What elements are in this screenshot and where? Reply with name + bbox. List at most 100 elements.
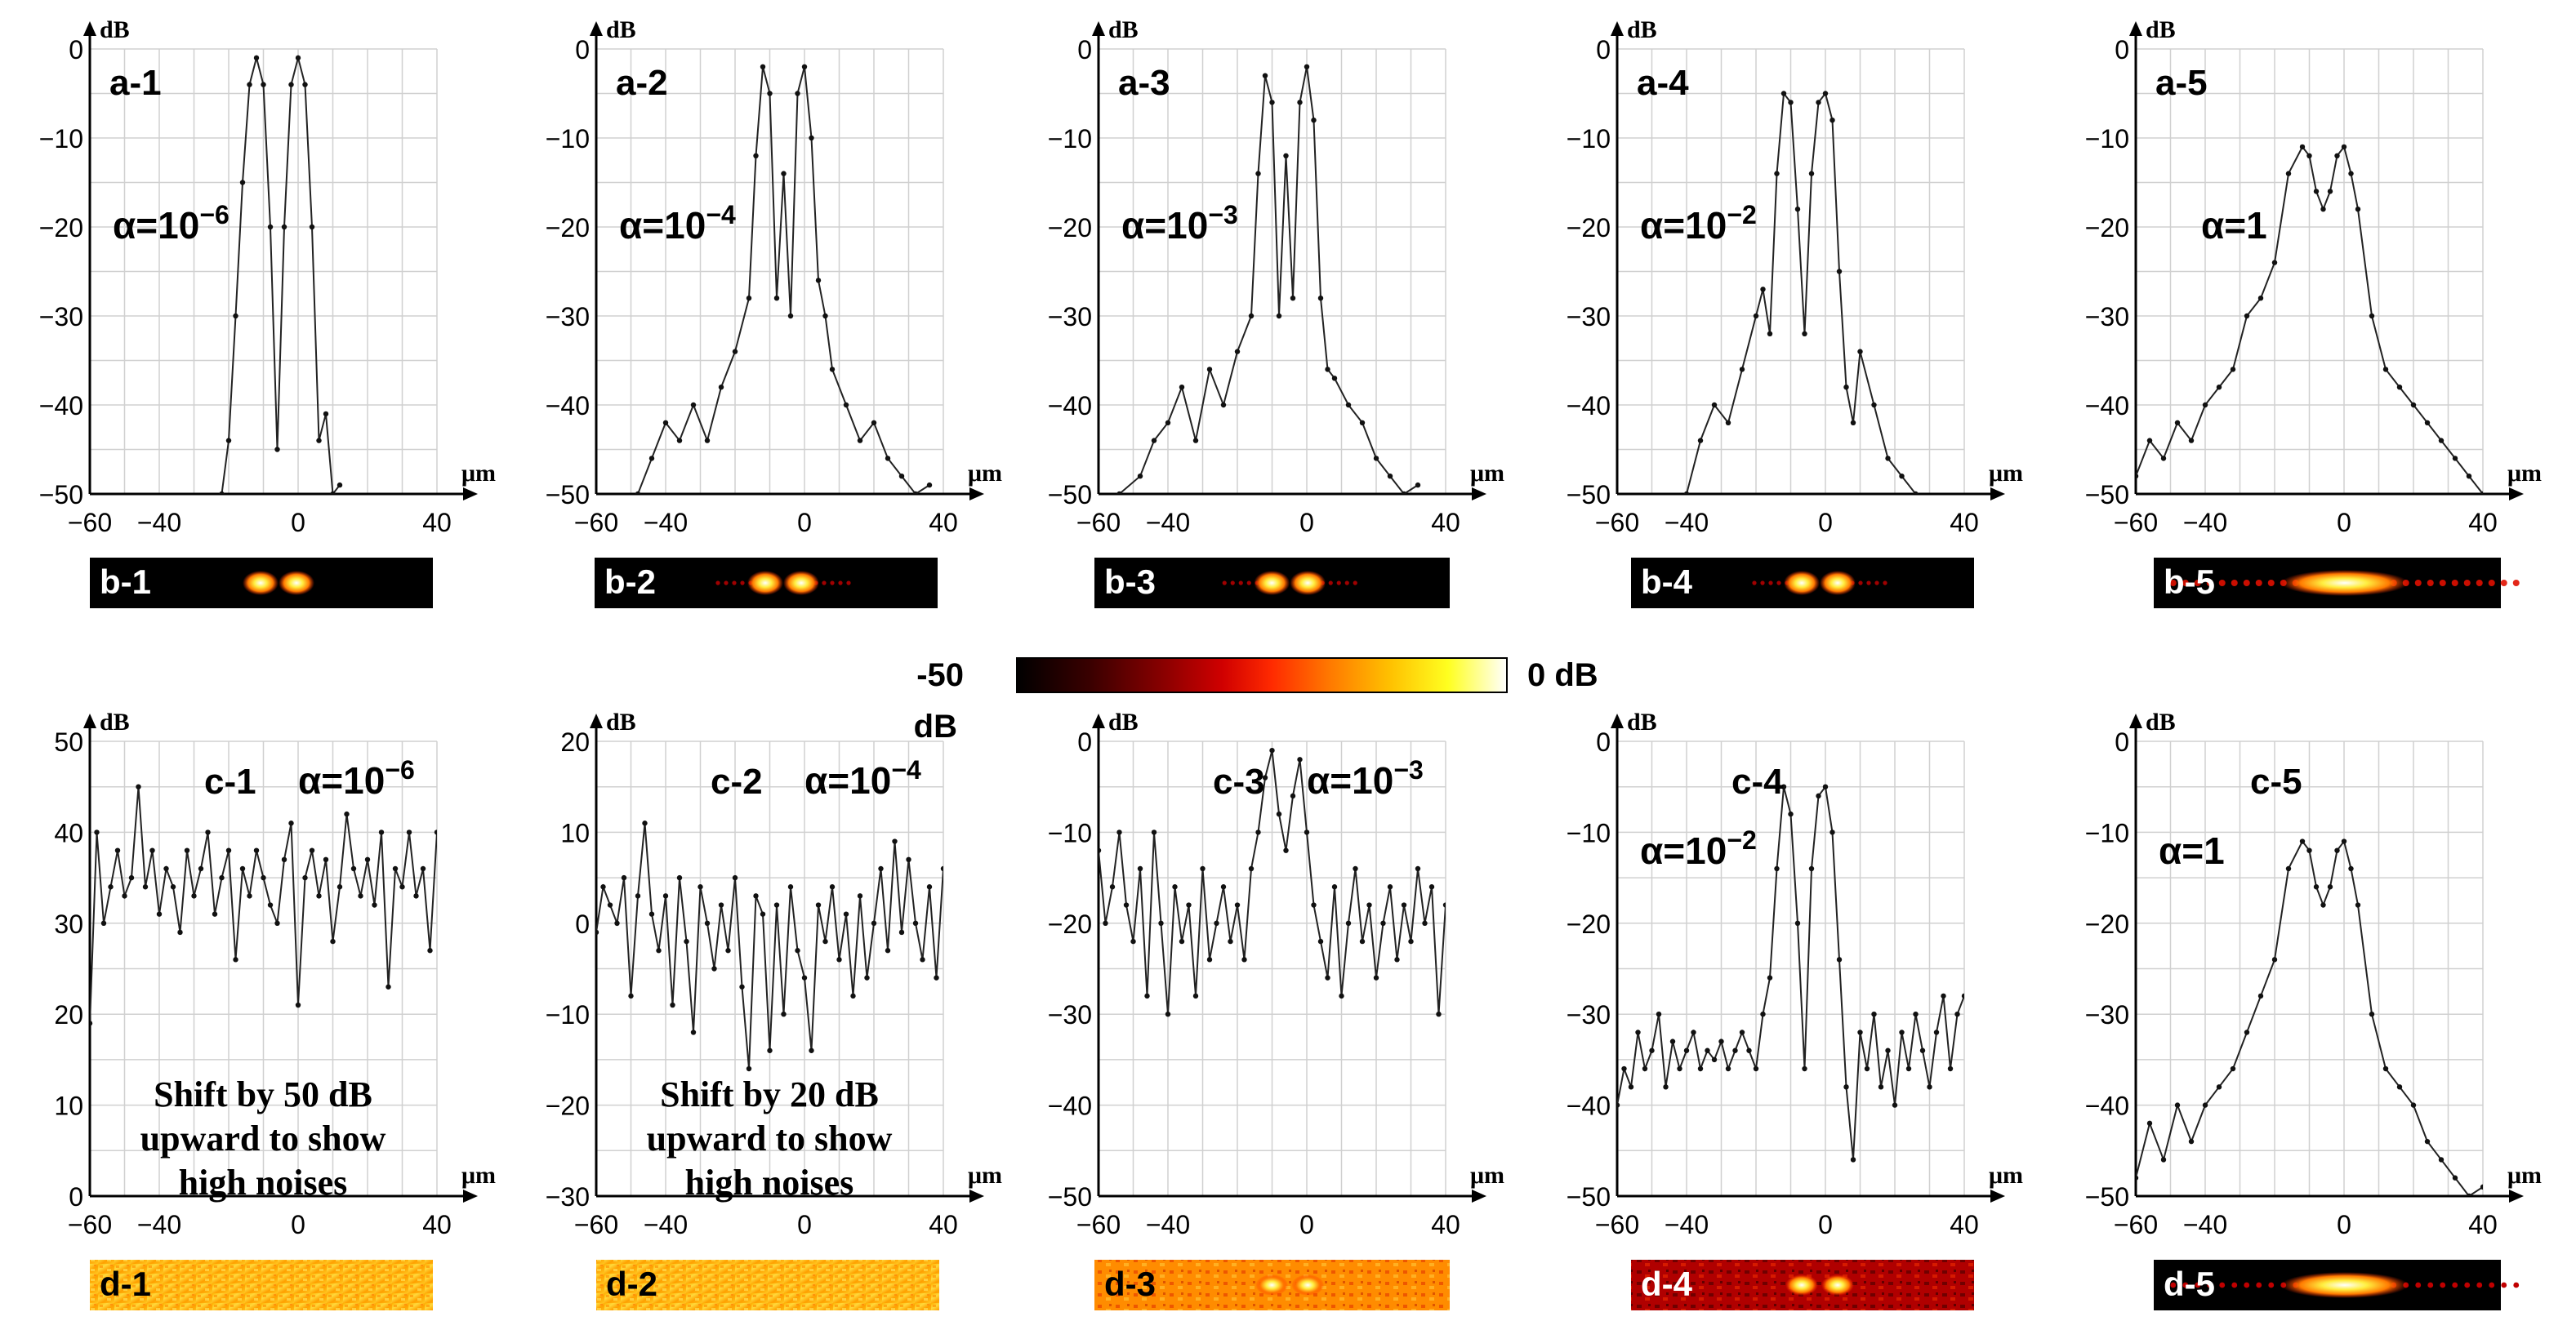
data-point: [1401, 491, 1407, 494]
sidelobe-dot: [2427, 1282, 2434, 1288]
data-point: [323, 856, 329, 863]
data-point: [1415, 482, 1421, 488]
data-point: [2160, 1157, 2167, 1163]
data-point: [1822, 91, 1829, 96]
data-point: [892, 838, 898, 844]
data-point: [878, 865, 884, 872]
data-point: [1339, 993, 1344, 999]
y-tick-label: 0: [69, 1182, 83, 1212]
data-point: [822, 938, 828, 945]
y-tick-label: −10: [2085, 818, 2129, 847]
data-point: [2396, 385, 2403, 390]
y-tick-label: −30: [1567, 302, 1611, 331]
data-point: [1691, 1030, 1696, 1035]
data-point: [1941, 993, 1946, 999]
data-point: [1753, 313, 1759, 319]
y-tick-label: 0: [2115, 35, 2129, 64]
x-tick-label: 0: [291, 508, 305, 537]
data-point: [274, 447, 280, 452]
x-tick-label: 40: [2468, 1210, 2498, 1239]
sidelobe-dot: [2255, 580, 2262, 586]
data-point: [732, 874, 738, 881]
x-unit-label: μm: [968, 1162, 1002, 1189]
data-point: [316, 893, 322, 899]
data-point: [2424, 1138, 2431, 1145]
alpha-label: α=10−2: [1640, 200, 1757, 247]
data-point: [926, 482, 933, 488]
data-point: [378, 830, 385, 835]
sidelobe-dot: [2439, 580, 2446, 586]
data-point: [1179, 938, 1185, 945]
data-point: [253, 55, 260, 61]
y-tick-label: 50: [54, 727, 83, 757]
data-point: [122, 893, 127, 899]
data-point: [2334, 153, 2340, 158]
data-point: [1774, 171, 1780, 176]
alpha-exponent: −3: [1208, 200, 1237, 229]
data-point: [1394, 957, 1400, 963]
panel-label: c-1: [204, 762, 256, 802]
spot-left: [1785, 1274, 1818, 1296]
x-unit-label: μm: [461, 460, 496, 487]
y-tick-label: −50: [1048, 1182, 1092, 1212]
y-tick-label: −10: [2085, 124, 2129, 153]
data-point: [2216, 1084, 2222, 1090]
sidelobe-dot: [2500, 580, 2507, 586]
sidelobe-dot: [2169, 580, 2177, 586]
data-point: [386, 984, 391, 990]
data-point: [2410, 1102, 2417, 1108]
sidelobe-dot: [2267, 580, 2275, 586]
y-tick-label: −40: [2085, 391, 2129, 420]
data-point: [149, 847, 155, 853]
data-point: [1255, 830, 1261, 835]
data-point: [1214, 920, 1219, 927]
data-point: [2230, 1065, 2236, 1072]
series-line: [90, 786, 437, 1024]
data-point: [1089, 939, 1094, 944]
alpha-label: α=10−6: [113, 200, 230, 247]
data-point: [1220, 884, 1227, 890]
y-tick-label: 0: [575, 35, 590, 64]
data-point: [767, 1047, 773, 1053]
data-point: [829, 884, 836, 890]
data-point: [1366, 902, 1372, 908]
sidelobe-dot: [2452, 1282, 2458, 1288]
y-tick-label: −50: [2085, 1182, 2129, 1212]
x-tick-label: 0: [1299, 508, 1314, 537]
data-point: [1331, 884, 1338, 890]
colorbar-max-label: 0 dB: [1527, 657, 1598, 693]
data-point: [1248, 313, 1255, 319]
data-point: [801, 64, 808, 70]
sidelobe-dot: [2476, 580, 2483, 586]
data-point: [1843, 385, 1849, 390]
sidelobe-dot: [838, 580, 843, 585]
data-point: [648, 911, 655, 917]
data-point: [225, 438, 232, 443]
data-point: [1794, 920, 1801, 927]
image-d-1: d-1: [90, 1260, 433, 1310]
data-point: [288, 82, 294, 87]
image-label: b-3: [1104, 563, 1156, 601]
data-point: [1649, 1047, 1655, 1053]
y-tick-label: −20: [546, 213, 590, 242]
data-point: [1774, 865, 1780, 872]
y-tick-label: 0: [69, 35, 83, 64]
data-point: [704, 438, 711, 443]
data-point: [281, 856, 287, 863]
data-point: [330, 938, 336, 945]
data-point: [607, 902, 613, 908]
panel-c-3: dB μm 0 −10 −20 −30 −40 −50−60 −40 0 40 c-3 α=10−3: [1048, 709, 1504, 1239]
data-point: [1677, 1065, 1682, 1072]
x-tick-label: −60: [1595, 508, 1639, 537]
data-point: [898, 929, 905, 936]
data-point: [2348, 171, 2354, 176]
sidelobe-dot: [2464, 1282, 2471, 1288]
y-axis-arrow: [2129, 21, 2142, 36]
sidelobe-dot: [2195, 1282, 2201, 1288]
y-tick-label: 0: [2115, 727, 2129, 757]
data-point: [1621, 1065, 1627, 1072]
data-point: [767, 91, 773, 96]
sidelobe-dot: [2218, 580, 2226, 586]
y-axis-arrow: [1092, 714, 1105, 728]
data-point: [2369, 313, 2375, 319]
